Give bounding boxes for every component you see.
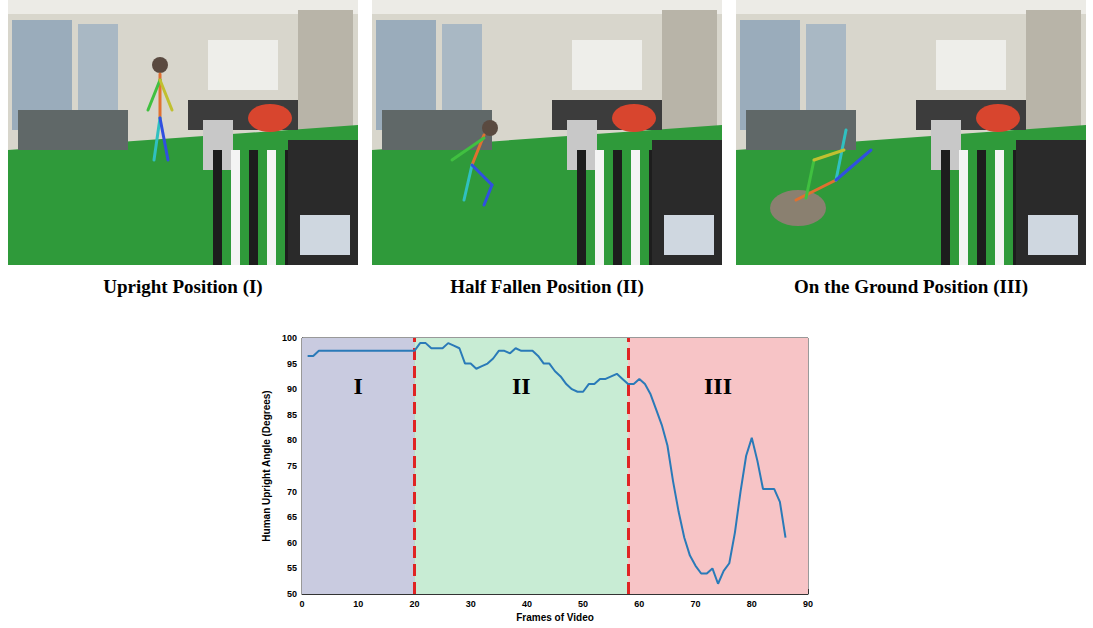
svg-text:55: 55 bbox=[287, 563, 297, 573]
svg-text:95: 95 bbox=[287, 359, 297, 369]
svg-text:80: 80 bbox=[287, 435, 297, 445]
svg-text:70: 70 bbox=[287, 487, 297, 497]
svg-text:80: 80 bbox=[747, 599, 757, 609]
svg-text:30: 30 bbox=[466, 599, 476, 609]
svg-text:III: III bbox=[704, 373, 732, 399]
svg-text:100: 100 bbox=[282, 333, 297, 343]
svg-text:0: 0 bbox=[299, 599, 304, 609]
svg-text:50: 50 bbox=[578, 599, 588, 609]
svg-text:I: I bbox=[354, 373, 363, 399]
html-text:Upright Position (I): Upright Position (I) bbox=[103, 276, 263, 297]
svg-text:II: II bbox=[512, 373, 531, 399]
html-text:Half Fallen Position (II): Half Fallen Position (II) bbox=[450, 276, 644, 297]
svg-text:65: 65 bbox=[287, 512, 297, 522]
svg-text:20: 20 bbox=[409, 599, 419, 609]
svg-text:85: 85 bbox=[287, 410, 297, 420]
svg-text:50: 50 bbox=[287, 589, 297, 599]
svg-text:60: 60 bbox=[287, 538, 297, 548]
svg-text:Frames of Video: Frames of Video bbox=[516, 612, 594, 623]
svg-text:90: 90 bbox=[287, 384, 297, 394]
svg-text:40: 40 bbox=[522, 599, 532, 609]
svg-text:Human Upright Angle (Degrees): Human Upright Angle (Degrees) bbox=[261, 390, 272, 541]
svg-text:90: 90 bbox=[803, 599, 813, 609]
svg-text:70: 70 bbox=[691, 599, 701, 609]
svg-text:75: 75 bbox=[287, 461, 297, 471]
svg-text:10: 10 bbox=[353, 599, 363, 609]
html-text:On the Ground Position (III): On the Ground Position (III) bbox=[794, 276, 1028, 297]
svg-text:60: 60 bbox=[634, 599, 644, 609]
